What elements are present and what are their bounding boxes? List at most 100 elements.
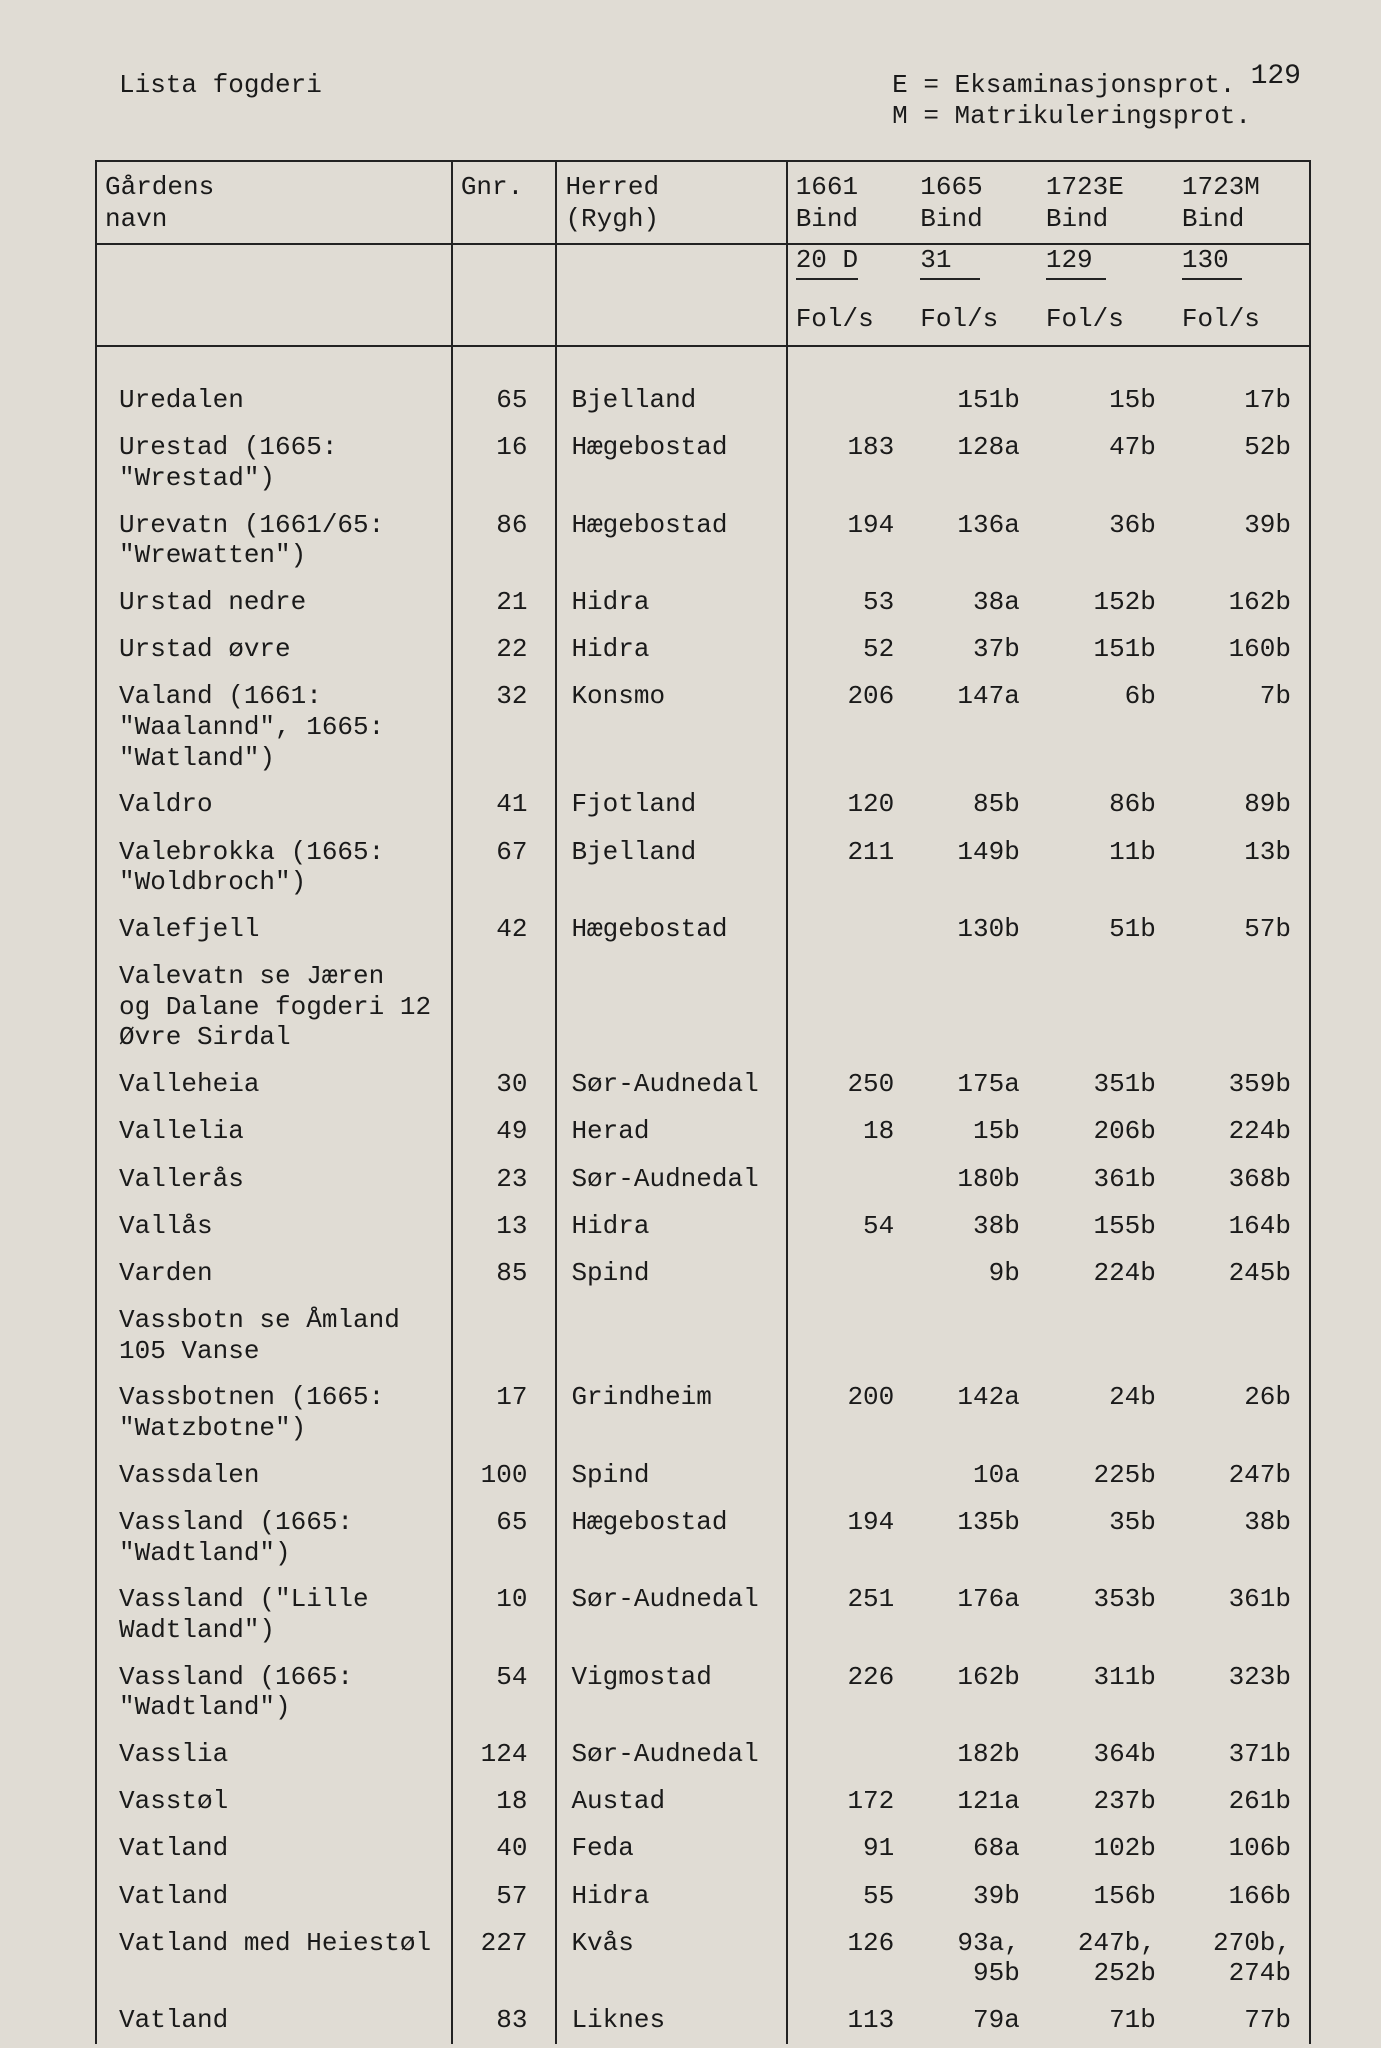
cell-name: Vassland ("LilleWadtland") <box>96 1576 452 1653</box>
cell-1665: 142a <box>912 1374 1038 1451</box>
table-row: Valand (1661:"Waalannd", 1665:"Watland")… <box>96 673 1310 781</box>
cell-herred: Spind <box>556 1452 786 1499</box>
cell-name: Valand (1661:"Waalannd", 1665:"Watland") <box>96 673 452 781</box>
cell-name: Vasstøl <box>96 1778 452 1825</box>
cell-1723m: 77b <box>1174 1997 1310 2044</box>
cell-name: Uredalen <box>96 346 452 424</box>
cell-1661: 194 <box>787 502 913 579</box>
table-row: Valefjell42Hægebostad130b51b57b <box>96 906 1310 953</box>
cell-gnr: 10 <box>452 1576 557 1653</box>
cell-gnr: 22 <box>452 626 557 673</box>
cell-herred: Sør-Audnedal <box>556 1061 786 1108</box>
cell-herred: Sør-Audnedal <box>556 1156 786 1203</box>
cell-1661: 120 <box>787 781 913 828</box>
col-1723e-header: 1723E Bind <box>1038 161 1174 243</box>
cell-gnr: 30 <box>452 1061 557 1108</box>
cell-name: Vallås <box>96 1203 452 1250</box>
cell-1723e: 152b <box>1038 579 1174 626</box>
cell-herred: Hidra <box>556 1203 786 1250</box>
col-fols-4: Fol/s <box>1174 288 1310 346</box>
col-1723m-header: 1723M Bind <box>1174 161 1310 243</box>
cell-1665: 79a <box>912 1997 1038 2044</box>
cell-1665: 162b <box>912 1654 1038 1731</box>
document-page: 129 Lista fogderi E = Eksaminasjonsprot.… <box>0 0 1381 2048</box>
cell-herred: Bjelland <box>556 346 786 424</box>
cell-1665: 175a <box>912 1061 1038 1108</box>
cell-1723m: 38b <box>1174 1499 1310 1576</box>
cell-herred <box>556 1297 786 1374</box>
cell-herred: Grindheim <box>556 1374 786 1451</box>
col-fols-3: Fol/s <box>1038 288 1174 346</box>
cell-name: Vassland (1665:"Wadtland") <box>96 1654 452 1731</box>
cell-1661: 206 <box>787 673 913 781</box>
cell-1661: 194 <box>787 1499 913 1576</box>
table-row: Vassbotnen (1665:"Watzbotne")17Grindheim… <box>96 1374 1310 1451</box>
cell-1723m: 57b <box>1174 906 1310 953</box>
cell-name: Vassland (1665:"Wadtland") <box>96 1499 452 1576</box>
cell-name: Urestad (1665:"Wrestad") <box>96 424 452 501</box>
cell-1665: 128a <box>912 424 1038 501</box>
cell-1723m: 323b <box>1174 1654 1310 1731</box>
cell-1665: 10a <box>912 1452 1038 1499</box>
col-1661-bind: 20 D <box>787 244 913 288</box>
cell-1661: 211 <box>787 829 913 906</box>
cell-1661 <box>787 1250 913 1297</box>
cell-1723m: 26b <box>1174 1374 1310 1451</box>
cell-1661: 113 <box>787 1997 913 2044</box>
table-row: Vassdalen100Spind10a225b247b <box>96 1452 1310 1499</box>
cell-1661: 55 <box>787 1873 913 1920</box>
table-row: Valebrokka (1665:"Woldbroch")67Bjelland2… <box>96 829 1310 906</box>
cell-name: Vatland med Heiestøl <box>96 1920 452 1997</box>
cell-1723m: 162b <box>1174 579 1310 626</box>
cell-1661: 200 <box>787 1374 913 1451</box>
col-1665-header: 1665 Bind <box>912 161 1038 243</box>
cell-1723e: 51b <box>1038 906 1174 953</box>
cell-1723e: 155b <box>1038 1203 1174 1250</box>
cell-1665: 68a <box>912 1825 1038 1872</box>
cell-1723e: 247b,252b <box>1038 1920 1174 1997</box>
cell-gnr: 85 <box>452 1250 557 1297</box>
cell-name: Urstad øvre <box>96 626 452 673</box>
cell-herred: Austad <box>556 1778 786 1825</box>
table-row: Urstad øvre22Hidra5237b151b160b <box>96 626 1310 673</box>
table-row: Valdro41Fjotland12085b86b89b <box>96 781 1310 828</box>
cell-name: Vallelia <box>96 1108 452 1155</box>
cell-herred: Sør-Audnedal <box>556 1731 786 1778</box>
table-row: Vasstøl18Austad172121a237b261b <box>96 1778 1310 1825</box>
cell-gnr: 49 <box>452 1108 557 1155</box>
cell-1723e: 151b <box>1038 626 1174 673</box>
table-row: Vassland ("LilleWadtland")10Sør-Audnedal… <box>96 1576 1310 1653</box>
cell-1665 <box>912 953 1038 1061</box>
cell-herred: Liknes <box>556 1997 786 2044</box>
cell-1723m: 7b <box>1174 673 1310 781</box>
cell-herred: Bjelland <box>556 829 786 906</box>
cell-gnr: 17 <box>452 1374 557 1451</box>
table-row: Vallelia49Herad1815b206b224b <box>96 1108 1310 1155</box>
col-1665-bind: 31 <box>912 244 1038 288</box>
cell-herred: Kvås <box>556 1920 786 1997</box>
cell-1665: 135b <box>912 1499 1038 1576</box>
cell-1723m: 261b <box>1174 1778 1310 1825</box>
table-row: Urestad (1665:"Wrestad")16Hægebostad1831… <box>96 424 1310 501</box>
cell-herred: Fjotland <box>556 781 786 828</box>
cell-gnr: 100 <box>452 1452 557 1499</box>
cell-1723e: 86b <box>1038 781 1174 828</box>
cell-gnr: 13 <box>452 1203 557 1250</box>
cell-1723e: 71b <box>1038 1997 1174 2044</box>
cell-1723e: 364b <box>1038 1731 1174 1778</box>
col-fols-2: Fol/s <box>912 288 1038 346</box>
cell-1723m: 359b <box>1174 1061 1310 1108</box>
cell-1723m: 224b <box>1174 1108 1310 1155</box>
cell-1665: 37b <box>912 626 1038 673</box>
cell-1661 <box>787 906 913 953</box>
cell-1665: 93a,95b <box>912 1920 1038 1997</box>
legend-line-m: M = Matrikuleringsprot. <box>892 101 1251 132</box>
cell-gnr: 83 <box>452 1997 557 2044</box>
col-fols-1: Fol/s <box>787 288 913 346</box>
cell-gnr: 23 <box>452 1156 557 1203</box>
cell-gnr: 67 <box>452 829 557 906</box>
cell-herred: Hægebostad <box>556 1499 786 1576</box>
cell-1723m: 166b <box>1174 1873 1310 1920</box>
cell-gnr <box>452 953 557 1061</box>
cell-gnr: 40 <box>452 1825 557 1872</box>
